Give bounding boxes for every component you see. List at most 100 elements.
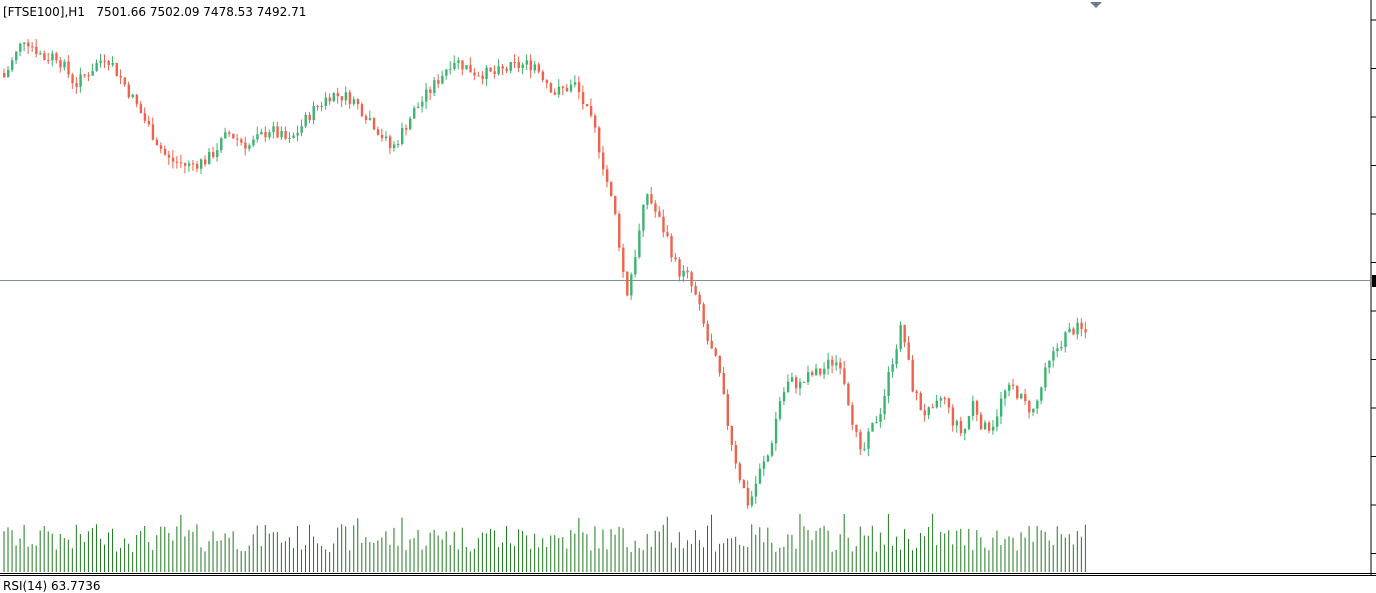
candle-body [1072, 328, 1075, 335]
candle-body [734, 445, 738, 464]
shift-marker-icon[interactable] [1090, 2, 1102, 8]
candle-body [714, 348, 717, 356]
candle-body [589, 106, 593, 116]
candle-body [891, 364, 894, 373]
candle-body [272, 126, 275, 133]
candle-body [457, 60, 460, 63]
candle-body [674, 257, 677, 260]
candle-body [95, 62, 98, 72]
candle-body [199, 159, 203, 169]
candle-body [875, 421, 878, 423]
candle-body [19, 43, 22, 52]
candle-body [585, 104, 589, 107]
candle-body [537, 64, 541, 72]
candle-body [159, 145, 163, 149]
candle-body [1060, 346, 1063, 349]
candle-body [421, 101, 424, 107]
candle-body [871, 422, 874, 432]
candle-body [87, 75, 90, 77]
candle-body [312, 106, 315, 121]
candle-body [754, 483, 758, 497]
candle-body [212, 152, 215, 158]
candle-body [155, 139, 159, 146]
candle-body [999, 398, 1003, 417]
candle-body [710, 340, 713, 349]
candle-body [288, 137, 291, 139]
candle-body [887, 372, 890, 397]
candle-body [248, 145, 251, 149]
candle-body [115, 63, 118, 76]
candle-body [722, 372, 725, 395]
candle-body [183, 163, 187, 166]
candle-body [204, 159, 207, 165]
candle-body [344, 92, 348, 101]
candle-body [549, 83, 553, 93]
candle-body [405, 127, 408, 130]
candle-body [529, 60, 533, 71]
candle-body [650, 194, 653, 204]
candle-body [147, 120, 151, 125]
candle-body [903, 324, 906, 343]
candle-body [811, 372, 814, 376]
candle-body [606, 169, 609, 183]
candle-body [107, 61, 110, 65]
candle-body [835, 362, 838, 366]
candle-body [778, 401, 782, 419]
candle-body [786, 381, 790, 393]
candle-body [654, 203, 657, 212]
candle-body [236, 138, 239, 140]
candle-body [622, 247, 625, 272]
candle-body [670, 236, 673, 258]
candle-body [59, 60, 62, 68]
candle-body [324, 97, 327, 106]
candle-body [1012, 384, 1015, 386]
candle-body [336, 92, 340, 97]
candle-body [947, 398, 951, 408]
candle-body [678, 259, 681, 277]
candle-body [1028, 400, 1031, 413]
candle-body [726, 394, 729, 426]
candle-body [581, 92, 585, 105]
candle-body [895, 349, 898, 365]
candle-body [167, 154, 171, 158]
candle-body [561, 86, 565, 88]
candle-body [340, 96, 344, 101]
candle-body [923, 410, 926, 416]
candle-body [348, 92, 352, 104]
candle-body [376, 129, 380, 135]
candle-body [425, 89, 428, 102]
candle-body [505, 68, 508, 71]
candle-body [553, 92, 557, 95]
candle-body [493, 71, 496, 74]
symbol-label: [FTSE100],H1 [3, 5, 85, 19]
candle-body [224, 132, 227, 139]
candle-body [766, 455, 770, 462]
candle-body [899, 324, 902, 350]
ohlc-values: 7501.66 7502.09 7478.53 7492.71 [96, 5, 307, 19]
candle-body [75, 83, 78, 87]
candle-body [509, 61, 512, 71]
candle-body [642, 204, 645, 231]
candle-body [216, 150, 219, 158]
candle-body [465, 65, 468, 70]
candle-body [513, 61, 516, 63]
candle-body [963, 429, 967, 434]
candle-body [1024, 394, 1027, 401]
candle-body [79, 74, 82, 87]
candle-body [187, 163, 191, 166]
candle-body [372, 118, 376, 130]
candle-body [143, 113, 147, 121]
candle-body [352, 99, 356, 104]
candle-body [541, 71, 545, 80]
candle-body [1080, 322, 1083, 330]
candle-body [951, 407, 955, 426]
candle-body [662, 216, 665, 233]
candle-body [565, 87, 569, 92]
candle-body [839, 362, 842, 369]
candle-body [843, 368, 846, 384]
candle-body [742, 480, 746, 489]
candle-body [630, 274, 633, 296]
candle-body [790, 377, 794, 382]
candle-body [469, 65, 472, 73]
